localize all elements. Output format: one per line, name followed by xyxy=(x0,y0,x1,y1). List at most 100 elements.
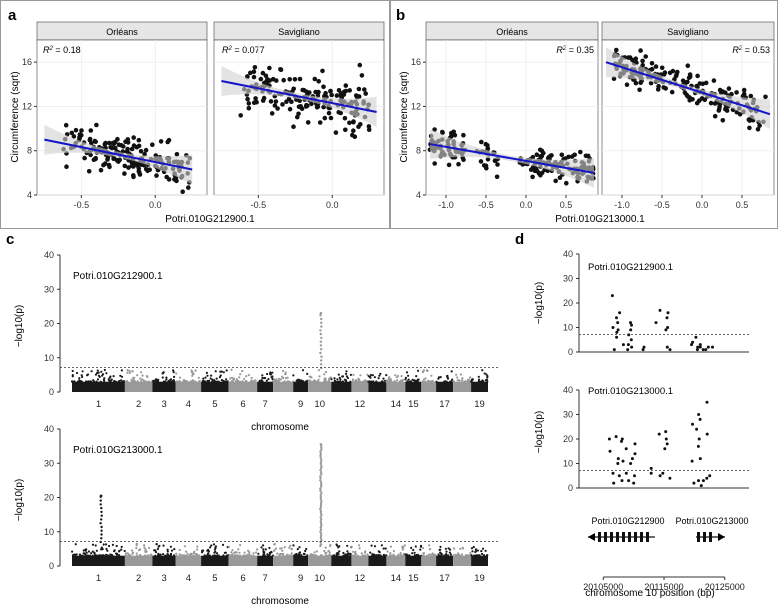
snp-point xyxy=(419,548,422,551)
snp-point xyxy=(245,375,248,378)
snp-point xyxy=(329,543,332,547)
snp-point xyxy=(472,545,475,549)
snp-point xyxy=(394,374,397,377)
snp-point xyxy=(295,379,298,382)
snp-point xyxy=(405,371,409,374)
panel-d-bottom-ylabel: −log10(p) xyxy=(534,411,545,454)
snp-point xyxy=(257,552,260,555)
snp-point xyxy=(140,380,143,383)
snp-point xyxy=(440,554,443,557)
snp-point xyxy=(178,553,181,556)
snp-point xyxy=(422,552,425,555)
snp-point xyxy=(411,378,414,381)
snp-point xyxy=(205,371,208,374)
snp-point xyxy=(349,552,352,555)
exon xyxy=(634,532,637,542)
regression-line xyxy=(44,138,193,171)
data-point xyxy=(336,109,342,115)
data-point xyxy=(91,157,97,162)
gene-arrow xyxy=(718,533,725,541)
snp-point xyxy=(120,545,123,549)
snp-point xyxy=(282,376,285,380)
snp-point xyxy=(143,546,146,549)
snp-point xyxy=(319,460,323,464)
snp-point xyxy=(453,547,456,550)
snp-point xyxy=(404,553,407,556)
data-point xyxy=(485,146,491,151)
data-point xyxy=(484,165,489,171)
chromosome-block xyxy=(405,555,422,566)
snp-point xyxy=(319,493,322,496)
snp-point xyxy=(76,380,79,383)
snp-point xyxy=(629,328,633,332)
snp-point xyxy=(319,314,322,317)
snp-point xyxy=(373,545,377,548)
snp-point xyxy=(425,554,428,557)
chromosome-tick-label: 7 xyxy=(263,399,268,410)
exon xyxy=(646,532,649,542)
snp-point xyxy=(220,370,223,373)
data-point xyxy=(649,61,655,66)
snp-point xyxy=(95,380,98,383)
snp-point xyxy=(258,379,261,382)
snp-point xyxy=(75,371,79,375)
data-point xyxy=(717,106,722,111)
data-point xyxy=(301,87,307,93)
snp-point xyxy=(319,526,322,529)
x-tick-label: -0.5 xyxy=(478,200,494,210)
snp-point xyxy=(196,545,199,548)
data-point xyxy=(93,139,98,144)
snp-point xyxy=(423,378,426,381)
snp-point xyxy=(162,371,165,374)
data-point xyxy=(539,170,545,176)
data-point xyxy=(122,171,127,176)
facet-strip-label: Orléans xyxy=(106,27,138,37)
data-point xyxy=(340,92,346,97)
snp-point xyxy=(81,375,84,379)
snp-point xyxy=(319,340,322,343)
data-point xyxy=(748,93,754,99)
snp-point xyxy=(426,369,429,372)
snp-point xyxy=(372,553,375,557)
snp-point xyxy=(190,554,193,557)
snp-point xyxy=(235,378,238,381)
snp-point xyxy=(120,548,123,551)
snp-point xyxy=(233,551,236,555)
data-point xyxy=(143,147,149,153)
data-point xyxy=(174,152,180,157)
data-point xyxy=(627,55,633,60)
snp-point xyxy=(90,552,93,555)
data-point xyxy=(643,54,648,59)
snp-point xyxy=(74,543,77,546)
snp-point xyxy=(319,495,322,498)
data-point xyxy=(624,82,630,87)
chromosome-tick-label: 6 xyxy=(240,399,245,410)
snp-point xyxy=(666,311,670,315)
data-point xyxy=(359,73,365,78)
snp-point xyxy=(188,554,191,557)
snp-point xyxy=(422,554,425,557)
snp-point xyxy=(624,447,628,451)
snp-point xyxy=(352,373,355,376)
snp-point xyxy=(319,489,322,492)
data-point xyxy=(366,124,372,129)
snp-point xyxy=(329,376,332,379)
snp-point xyxy=(368,380,371,383)
data-point xyxy=(747,118,752,123)
data-point xyxy=(541,150,546,156)
snp-point xyxy=(696,345,700,349)
snp-point xyxy=(351,378,354,381)
panel-a-ylabel: Circumference (sqrt) xyxy=(10,71,21,162)
data-point xyxy=(112,139,118,145)
snp-point xyxy=(239,373,242,376)
snp-point xyxy=(336,378,339,381)
snp-point xyxy=(412,548,415,552)
data-point xyxy=(136,166,142,171)
snp-point xyxy=(630,323,633,327)
snp-point xyxy=(146,554,149,557)
snp-point xyxy=(403,544,406,547)
snp-point xyxy=(213,548,217,551)
snp-point xyxy=(241,369,244,373)
snp-point xyxy=(278,379,281,382)
snp-point xyxy=(379,554,382,557)
